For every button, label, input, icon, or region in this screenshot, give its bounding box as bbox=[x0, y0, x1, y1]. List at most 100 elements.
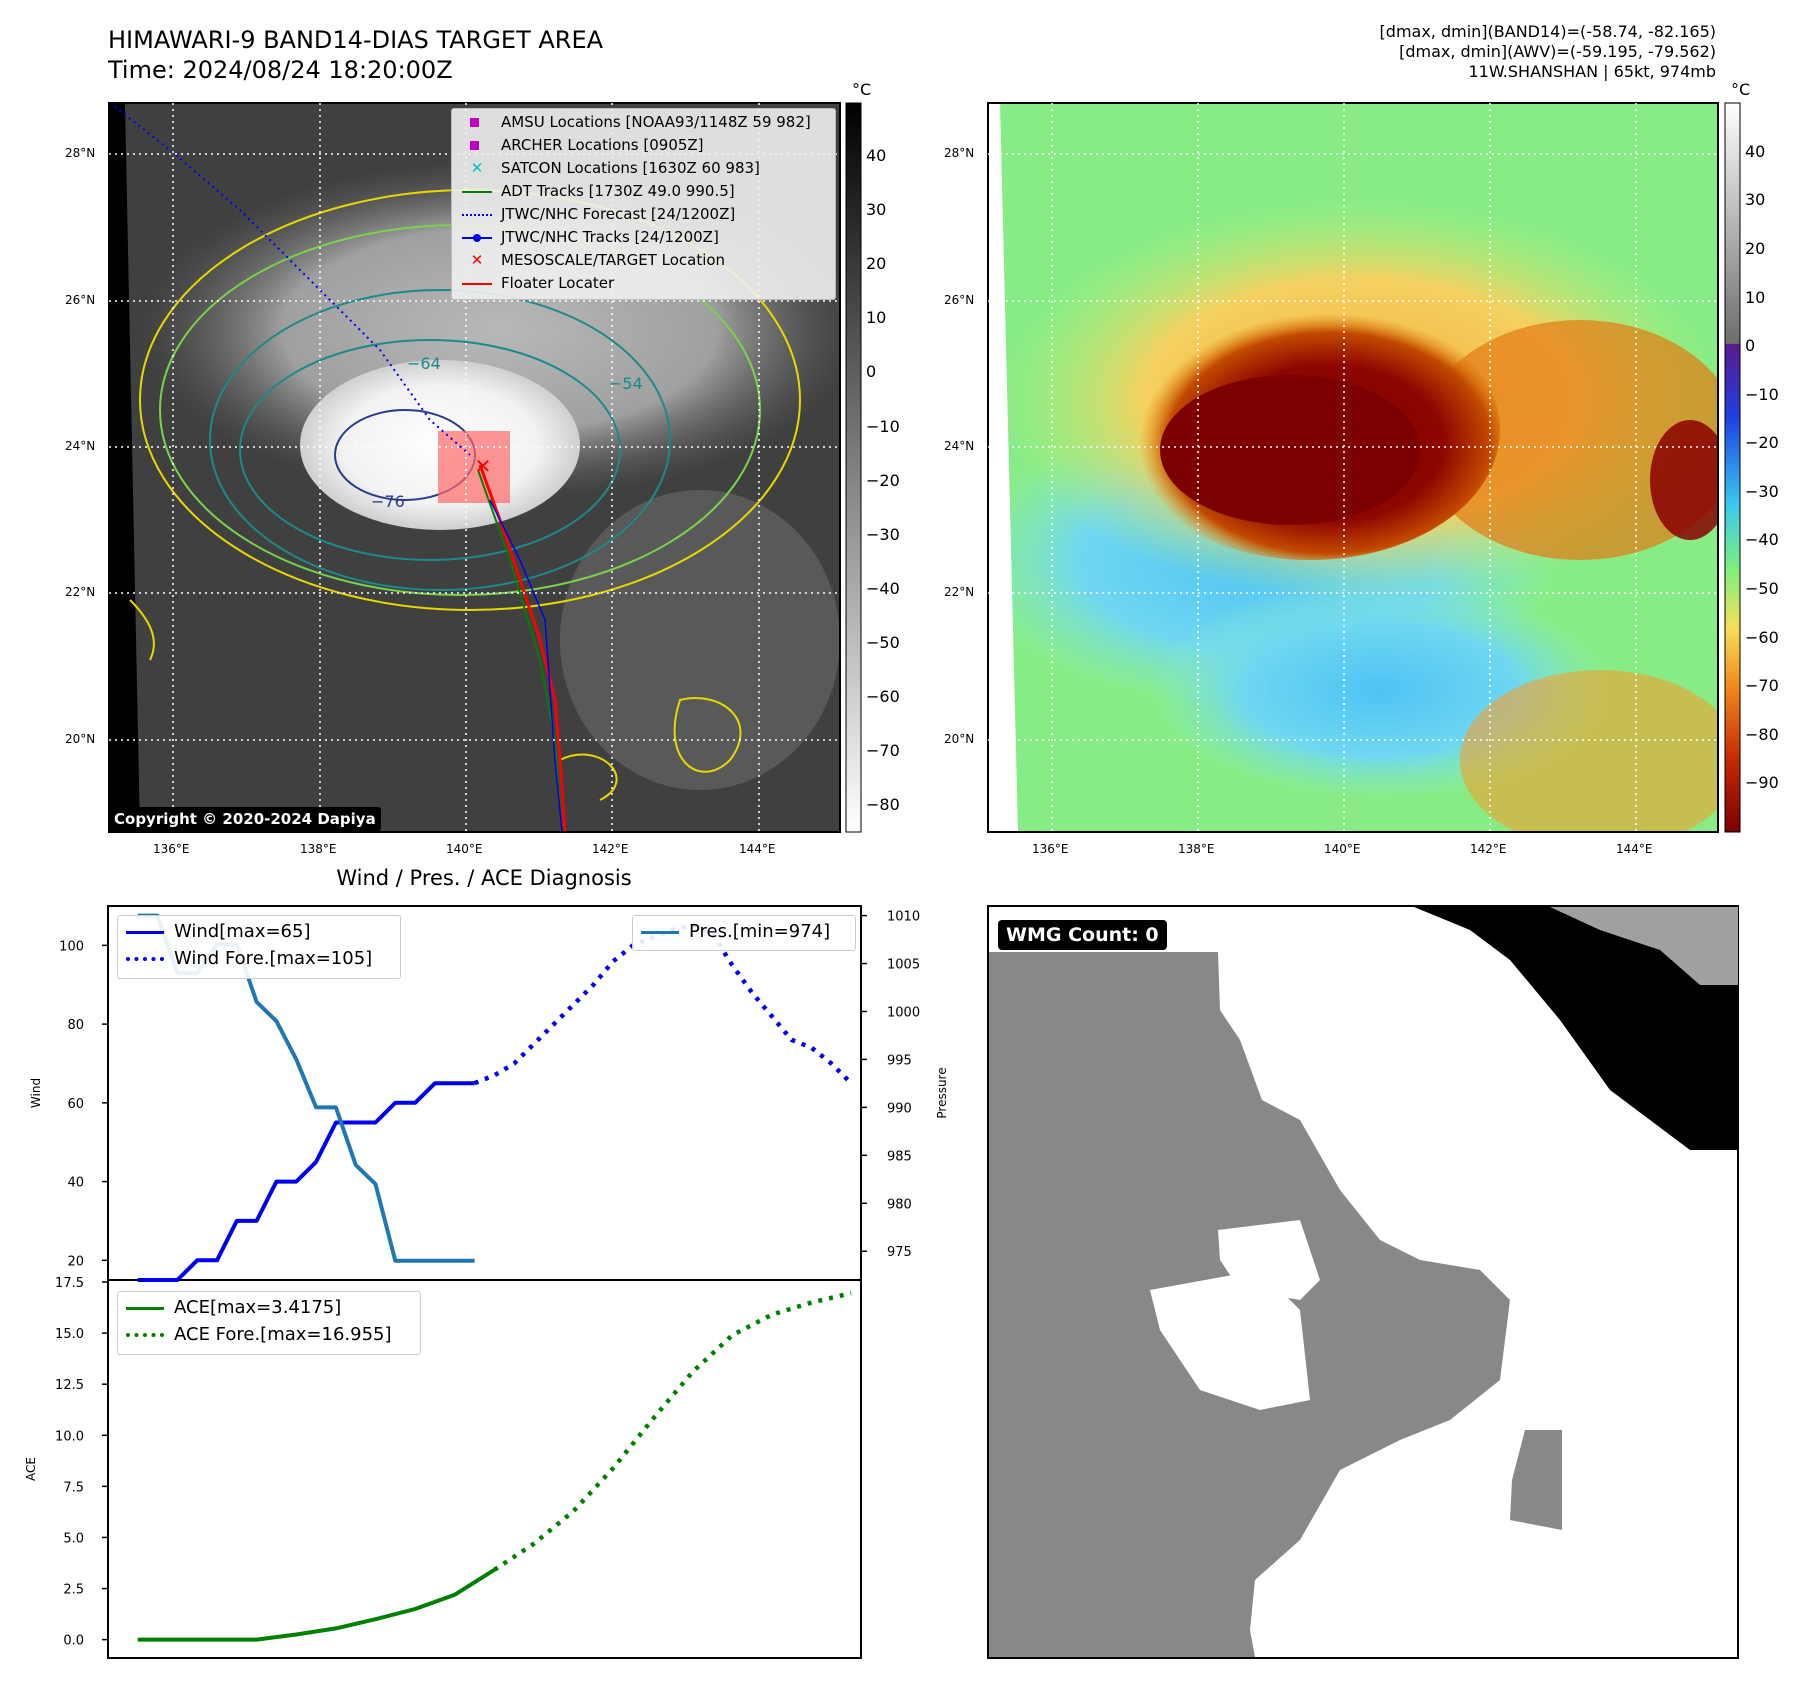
colorbar-tick: 30 bbox=[1745, 190, 1766, 209]
colorbar-tick: −20 bbox=[1745, 433, 1779, 452]
line-marker-icon bbox=[462, 282, 492, 285]
pressure-axis-label: Pressure bbox=[935, 1067, 949, 1118]
legend-row: AMSU Locations [NOAA93/1148Z 59 982] bbox=[462, 113, 811, 131]
legend-label: ACE Fore.[max=16.955] bbox=[174, 1324, 392, 1345]
ace-legend: ACE[max=3.4175] ACE Fore.[max=16.955] bbox=[117, 1291, 421, 1355]
solid-line-icon bbox=[641, 930, 679, 934]
band14-range: [dmax, dmin](BAND14)=(-58.74, -82.165) bbox=[1379, 22, 1716, 41]
legend-label: ADT Tracks [1730Z 49.0 990.5] bbox=[501, 182, 735, 200]
ir-lat-label: 22°N bbox=[65, 585, 96, 599]
legend-label: ARCHER Locations [0905Z] bbox=[501, 136, 704, 154]
dotted-line-icon bbox=[126, 1333, 164, 1337]
awv-lat-label: 22°N bbox=[944, 585, 975, 599]
contour-label: −64 bbox=[407, 354, 441, 373]
ace-fore-series-line bbox=[493, 1291, 852, 1572]
y-right-tick-label: 975 bbox=[887, 1245, 912, 1260]
y-tick-label: 40 bbox=[67, 1176, 84, 1191]
legend-row: Wind Fore.[max=105] bbox=[126, 948, 372, 969]
solid-line-icon bbox=[126, 930, 164, 934]
y-tick-label: 80 bbox=[67, 1018, 84, 1033]
dotted-line-icon bbox=[462, 213, 492, 216]
y-tick-label: 7.5 bbox=[63, 1480, 84, 1495]
colorbar-tick: 30 bbox=[866, 200, 887, 219]
storm-info: 11W.SHANSHAN | 65kt, 974mb bbox=[1468, 62, 1716, 81]
solid-line-icon bbox=[126, 1306, 164, 1310]
legend-row: ARCHER Locations [0905Z] bbox=[462, 136, 704, 154]
y-tick-label: 0.0 bbox=[63, 1634, 84, 1649]
legend-label: JTWC/NHC Forecast [24/1200Z] bbox=[501, 205, 736, 223]
awv-lat-label: 26°N bbox=[944, 293, 975, 307]
legend-label: JTWC/NHC Tracks [24/1200Z] bbox=[501, 228, 719, 246]
colorbar-tick: −70 bbox=[1745, 676, 1779, 695]
y-right-tick-label: 1000 bbox=[887, 1005, 920, 1020]
y-tick-label: 12.5 bbox=[55, 1378, 84, 1393]
y-right-tick-label: 995 bbox=[887, 1053, 912, 1068]
figure-title: HIMAWARI-9 BAND14-DIAS TARGET AREA bbox=[108, 26, 604, 54]
colorbar-tick: −30 bbox=[866, 525, 900, 544]
line-marker-icon bbox=[462, 190, 492, 193]
legend-row: ACE[max=3.4175] bbox=[126, 1297, 341, 1318]
square-marker-icon bbox=[470, 141, 479, 150]
y-right-tick-label: 980 bbox=[887, 1197, 912, 1212]
y-tick-label: 10.0 bbox=[55, 1429, 84, 1444]
legend-row: JTWC/NHC Forecast [24/1200Z] bbox=[462, 205, 735, 223]
ir-lat-label: 28°N bbox=[65, 146, 96, 160]
legend-row: Wind[max=65] bbox=[126, 921, 311, 942]
ir-lat-label: 24°N bbox=[65, 439, 96, 453]
colorbar-tick: −40 bbox=[1745, 530, 1779, 549]
pressure-legend: Pres.[min=974] bbox=[632, 915, 856, 951]
legend-row: ✕ SATCON Locations [1630Z 60 983] bbox=[462, 159, 760, 177]
wind-series-line bbox=[137, 1081, 475, 1282]
legend-label: SATCON Locations [1630Z 60 983] bbox=[501, 159, 760, 177]
legend-label: MESOSCALE/TARGET Location bbox=[501, 251, 726, 269]
awv-range: [dmax, dmin](AWV)=(-59.195, -79.562) bbox=[1399, 42, 1716, 61]
colorbar-tick: −60 bbox=[866, 687, 900, 706]
ir-lon-label: 142°E bbox=[592, 842, 629, 856]
legend-row: Floater Locater bbox=[462, 274, 614, 292]
ir-lon-label: 136°E bbox=[153, 842, 190, 856]
awv-lat-label: 20°N bbox=[944, 732, 975, 746]
colorbar-tick: −70 bbox=[866, 741, 900, 760]
colorbar-tick: −20 bbox=[866, 471, 900, 490]
y-tick-label: 2.5 bbox=[63, 1583, 84, 1598]
wind-axis-label: Wind bbox=[29, 1078, 43, 1108]
y-tick-label: 5.0 bbox=[63, 1531, 84, 1546]
diagnosis-title: Wind / Pres. / ACE Diagnosis bbox=[336, 866, 631, 890]
ir-lon-label: 140°E bbox=[446, 842, 483, 856]
legend-row: ACE Fore.[max=16.955] bbox=[126, 1324, 392, 1345]
ir-unit-label: °C bbox=[852, 80, 872, 99]
colorbar-tick: −50 bbox=[866, 633, 900, 652]
ir-lat-label: 20°N bbox=[65, 732, 96, 746]
colorbar-tick: −80 bbox=[866, 795, 900, 814]
legend-row: ADT Tracks [1730Z 49.0 990.5] bbox=[462, 182, 735, 200]
y-right-tick-label: 1005 bbox=[887, 958, 920, 973]
awv-lat-label: 24°N bbox=[944, 439, 975, 453]
colorbar-tick: −80 bbox=[1745, 725, 1779, 744]
awv-lon-label: 136°E bbox=[1032, 842, 1069, 856]
contour-label: −54 bbox=[609, 374, 643, 393]
contour-label: −76 bbox=[371, 492, 405, 511]
wmg-count-badge: WMG Count: 0 bbox=[998, 920, 1167, 950]
colorbar-tick: 20 bbox=[866, 254, 887, 273]
legend-row: ✕ MESOSCALE/TARGET Location bbox=[462, 251, 725, 269]
legend-label: AMSU Locations [NOAA93/1148Z 59 982] bbox=[501, 113, 811, 131]
legend-label: Wind[max=65] bbox=[174, 921, 311, 942]
legend-label: Wind Fore.[max=105] bbox=[174, 948, 373, 969]
ace-series-line bbox=[137, 1568, 496, 1642]
colorbar-tick: −10 bbox=[1745, 385, 1779, 404]
colorbar-tick: 20 bbox=[1745, 239, 1766, 258]
legend-label: Floater Locater bbox=[501, 274, 615, 292]
colorbar-tick: −30 bbox=[1745, 482, 1779, 501]
colorbar-tick: 0 bbox=[866, 362, 877, 381]
ace-axis-label: ACE bbox=[24, 1457, 38, 1481]
y-tick-label: 20 bbox=[67, 1254, 84, 1269]
copyright-badge: Copyright © 2020-2024 Dapiya bbox=[109, 807, 381, 831]
colorbar-tick: −10 bbox=[866, 417, 900, 436]
y-tick-label: 100 bbox=[59, 939, 84, 954]
y-tick-label: 60 bbox=[67, 1097, 84, 1112]
colorbar-tick: 40 bbox=[1745, 142, 1766, 161]
wind-legend: Wind[max=65] Wind Fore.[max=105] bbox=[117, 915, 401, 979]
awv-lon-label: 140°E bbox=[1324, 842, 1361, 856]
x-marker-icon: ✕ bbox=[470, 159, 484, 177]
